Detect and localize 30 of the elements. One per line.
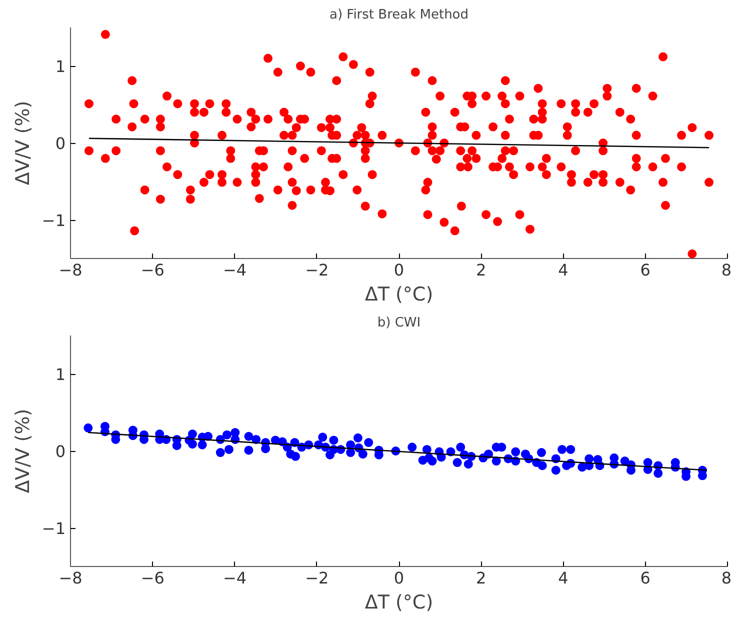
x-tick-label: 2	[476, 568, 486, 588]
chart-title: a) First Break Method	[329, 8, 469, 22]
x-axis-title: ΔT (°C)	[364, 592, 434, 614]
x-tick-label: 8	[721, 260, 731, 280]
y-tick-label: 1	[55, 365, 66, 384]
y-tick-label: −1	[42, 519, 66, 538]
x-tick-label: −2	[305, 260, 329, 280]
x-tick-label: −8	[58, 568, 82, 588]
y-tick-label: 1	[55, 57, 66, 76]
y-tick-label: −1	[42, 211, 66, 230]
x-tick-label: 4	[558, 568, 568, 588]
x-tick-label: 0	[394, 568, 404, 588]
y-axis-title: ΔV/V (%)	[12, 408, 34, 494]
x-tick-label: 6	[640, 568, 650, 588]
chart-title: b) CWI	[377, 316, 421, 330]
x-tick-label: 8	[721, 568, 731, 588]
y-tick-label: 0	[55, 442, 66, 461]
x-tick-label: −4	[222, 568, 247, 588]
x-tick-label: −6	[140, 568, 164, 588]
x-tick-label: −6	[140, 260, 164, 280]
x-tick-label: 6	[640, 260, 650, 280]
x-tick-label: 4	[558, 260, 568, 280]
y-tick-label: 0	[55, 134, 66, 153]
x-tick-label: −8	[58, 260, 82, 280]
y-axis-title: ΔV/V (%)	[12, 100, 34, 186]
x-tick-label: −4	[222, 260, 247, 280]
x-tick-label: 2	[476, 260, 486, 280]
x-tick-label: 0	[394, 260, 404, 280]
x-tick-label: −2	[305, 568, 329, 588]
x-axis-title: ΔT (°C)	[364, 284, 434, 306]
